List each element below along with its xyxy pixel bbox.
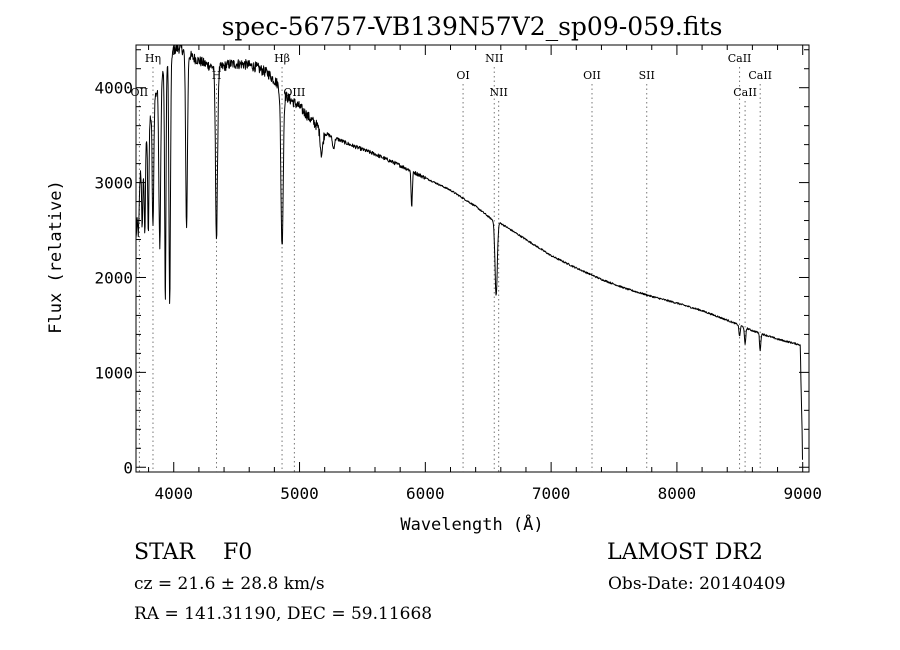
x-tick-label: 6000 [406,484,445,503]
line-marker-label: Hβ [274,52,290,65]
spectrum-chart: 4000 5000 6000 7000 8000 9000 0 1000 2000 3000 400… [46,12,822,535]
line-marker-label: CaII [748,69,772,82]
line-marker-label: OII [583,69,601,82]
line-marker-label: CaII [733,86,757,99]
y-tick-label: 2000 [94,268,133,287]
x-tick-label: 8000 [658,484,697,503]
x-tick-label: 7000 [532,484,571,503]
line-marker-label: OI [456,69,469,82]
y-tick-label: 1000 [94,363,133,382]
observation-date: Obs-Date: 20140409 [608,574,786,594]
y-tick-label: 3000 [94,174,133,193]
x-axis-label: Wavelength (Å) [400,513,543,535]
object-class: STAR F0 [134,540,252,565]
object-type: STAR [134,540,195,565]
line-marker-label: SII [639,69,655,82]
y-tick-label: 4000 [94,79,133,98]
y-tick-label: 0 [123,458,133,477]
plot-frame [135,44,810,473]
chart-title: spec-56757-VB139N57V2_sp09-059.fits [222,12,723,41]
line-marker-label: OII [131,86,149,99]
line-marker-label: NII [490,86,508,99]
x-tick-label: 4000 [154,484,193,503]
y-axis-label: Flux (relative) [46,180,66,334]
ra-dec-coordinates: RA = 141.31190, DEC = 59.11668 [134,604,433,624]
survey-name: LAMOST DR2 [607,540,763,565]
line-marker-label: CaII [728,52,752,65]
x-tick-label: 5000 [280,484,319,503]
redshift-cz: cz = 21.6 ± 28.8 km/s [134,574,325,594]
line-marker-label: Hη [145,52,161,65]
spectral-subclass: F0 [223,540,253,565]
line-marker-label: NII [485,52,503,65]
line-marker-label: H [212,69,222,82]
spectrum-line [135,44,803,460]
x-tick-label: 9000 [783,484,822,503]
